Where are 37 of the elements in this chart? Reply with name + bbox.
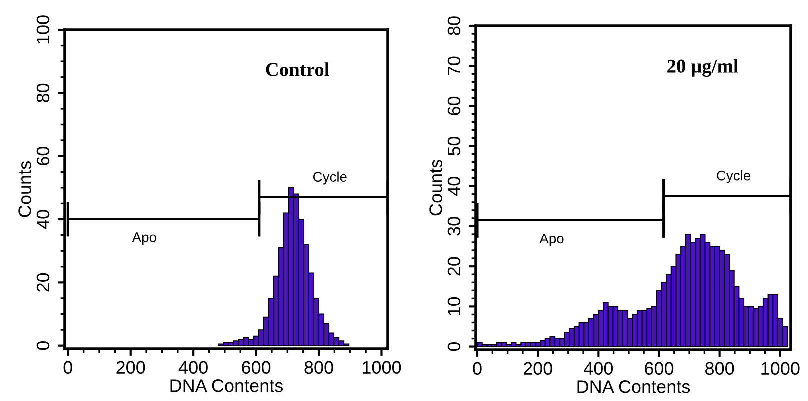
y-tick-label: 50 [448, 136, 461, 156]
y-tick-label: 10 [448, 297, 461, 316]
y-tick-label: 100 [36, 16, 50, 44]
series-label: Apo [132, 232, 156, 246]
x-tick-label: 200 [116, 361, 146, 374]
y-tick-label: 0 [36, 342, 50, 350]
series-label: Apo [540, 234, 564, 246]
text: 20 μg/ml [668, 59, 738, 78]
y-tick-label: 80 [448, 16, 461, 36]
y-tick-label: 40 [36, 210, 50, 230]
y-tick-label: 60 [36, 147, 50, 166]
series-label: Cycle [313, 172, 347, 185]
x-tick-label: 800 [304, 361, 334, 374]
x-axis-title: DNA Contents [578, 380, 690, 394]
y-tick-label: 70 [448, 56, 461, 76]
x-tick-label: 800 [706, 362, 734, 376]
series-label: Cycle [717, 170, 750, 184]
text: Control [266, 62, 330, 76]
y-tick-label: 30 [448, 217, 461, 236]
x-tick-label: 600 [645, 362, 674, 376]
y-axis-title: Counts [18, 162, 32, 218]
y-tick-label: 40 [448, 177, 461, 196]
x-tick-label: 400 [178, 361, 208, 374]
x-tick-label: 0 [473, 362, 482, 376]
x-tick-label: 1000 [363, 361, 402, 374]
y-tick-label: 0 [448, 342, 461, 352]
y-tick-label: 60 [448, 96, 461, 116]
x-tick-label: 200 [524, 362, 552, 376]
y-axis-title: Counts [430, 160, 442, 216]
x-tick-label: 400 [584, 362, 614, 376]
x-tick-label: 1000 [762, 362, 800, 376]
y-tick-label: 80 [36, 84, 50, 102]
y-tick-label: 20 [448, 257, 461, 276]
y-tick-label: 20 [36, 273, 50, 292]
x-tick-label: 0 [64, 361, 72, 374]
x-tick-label: 600 [242, 361, 271, 374]
x-axis-title: DNA Contents [170, 380, 284, 392]
